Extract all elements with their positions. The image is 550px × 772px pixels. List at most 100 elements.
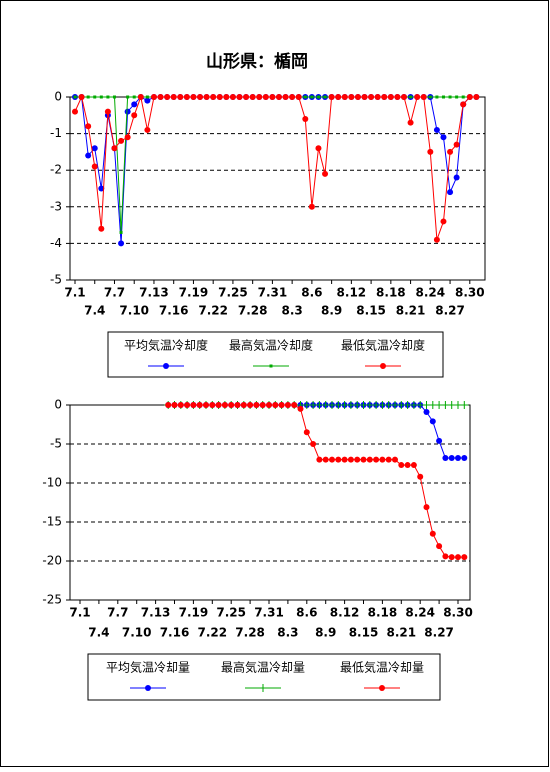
marker [247,402,254,408]
marker [86,95,90,99]
x-tick-label: 8.3 [277,626,298,640]
marker [316,456,323,463]
marker [228,402,235,408]
marker [407,119,414,126]
marker [291,402,298,408]
marker [414,94,421,100]
y-tick-label: 0 [54,398,62,412]
marker [387,94,394,100]
x-tick-label: 7.7 [104,286,125,300]
marker [197,94,204,100]
legend-marker [145,685,151,691]
marker [210,94,217,100]
marker [236,94,243,100]
x-tick-label: 8.18 [376,286,406,300]
marker [184,402,191,408]
legend-label: 平均気温冷却量 [106,660,190,675]
marker [157,94,164,100]
marker [440,218,447,225]
y-tick-label: -10 [42,476,62,490]
marker [460,101,467,108]
marker [106,95,110,99]
marker [243,94,250,100]
marker [308,203,315,210]
marker [229,94,236,100]
marker [104,108,111,115]
series-line [168,404,465,558]
marker [132,95,136,99]
marker [394,94,401,100]
x-tick-label: 7.1 [64,286,85,300]
series-line [168,404,465,459]
marker [190,402,197,408]
marker [354,456,361,463]
y-tick-label: -5 [50,437,62,451]
marker [249,94,256,100]
marker [435,95,439,99]
marker [417,473,424,480]
marker [196,402,203,408]
marker [423,409,430,416]
marker [93,95,97,99]
marker [453,174,460,181]
x-tick-label: 8.9 [315,626,336,640]
legend-marker [259,684,267,692]
marker [354,94,361,100]
marker [145,95,149,99]
marker [385,456,392,463]
marker [429,530,436,537]
marker [368,94,375,100]
marker [171,402,178,408]
x-tick-label: 7.22 [198,304,228,318]
marker [398,462,405,469]
legend-label: 最高気温冷却度 [229,338,313,353]
marker [448,455,455,462]
marker [335,94,342,100]
marker [124,108,131,115]
marker [423,504,430,511]
marker [447,148,454,155]
x-tick-label: 8.6 [301,286,322,300]
marker [215,402,222,408]
marker [85,123,92,130]
marker [240,402,247,408]
x-tick-label: 7.22 [197,626,227,640]
marker [404,462,411,469]
marker [295,94,302,100]
marker [322,170,329,177]
marker [118,137,125,144]
y-tick-label: -3 [50,199,62,213]
marker [72,108,78,115]
marker [461,95,465,99]
marker [315,145,322,152]
legend-marker [379,685,385,691]
x-tick-label: 8.24 [416,286,446,300]
marker [111,145,118,152]
marker [112,95,116,99]
marker [427,148,434,155]
legend-label: 最低気温冷却度 [341,338,425,353]
x-tick-label: 7.25 [218,286,248,300]
marker [124,134,131,141]
marker [310,441,317,447]
legend-box [107,331,444,378]
y-tick-label: 0 [54,90,62,104]
marker [429,418,436,425]
legend-box [87,653,441,701]
marker [183,94,190,100]
marker [373,456,380,463]
plot-area [69,96,486,281]
legend-marker [269,364,273,368]
marker [447,189,454,196]
legend-marker [163,363,169,369]
marker [448,95,452,99]
marker [341,456,348,463]
x-tick-label: 7.28 [235,626,265,640]
y-tick-label: -4 [50,236,62,250]
x-tick-label: 8.3 [282,304,303,318]
x-tick-label: 8.12 [330,606,360,620]
marker [455,95,459,99]
marker [99,95,103,99]
marker [221,402,228,408]
marker [420,94,427,100]
